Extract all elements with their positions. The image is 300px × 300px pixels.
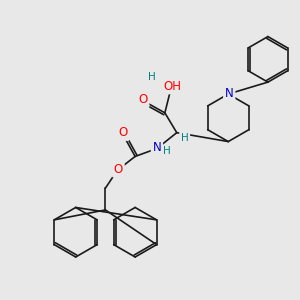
Text: OH: OH xyxy=(164,80,182,93)
Text: N: N xyxy=(153,141,161,154)
Text: H: H xyxy=(163,146,171,157)
Text: N: N xyxy=(225,86,234,100)
Text: H: H xyxy=(181,133,189,142)
Text: O: O xyxy=(118,126,128,139)
Text: H: H xyxy=(148,72,156,82)
Text: O: O xyxy=(138,94,148,106)
Text: O: O xyxy=(114,163,123,176)
